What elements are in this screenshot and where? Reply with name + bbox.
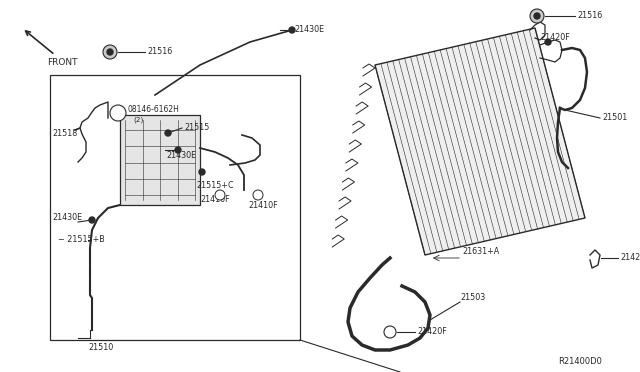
Circle shape (253, 190, 263, 200)
Text: 08146-6162H: 08146-6162H (128, 106, 180, 115)
Text: 21430E: 21430E (294, 26, 324, 35)
Bar (50, 75, 300, 340)
Text: 21430E: 21430E (52, 214, 82, 222)
Text: 21420E: 21420E (620, 253, 640, 263)
Circle shape (545, 39, 551, 45)
Circle shape (175, 147, 181, 153)
Text: 21515+C: 21515+C (196, 180, 234, 189)
Text: 21410F: 21410F (248, 201, 278, 209)
Text: R21400D0: R21400D0 (558, 357, 602, 366)
Circle shape (215, 190, 225, 200)
Text: 21631+A: 21631+A (462, 247, 499, 257)
Text: 21503: 21503 (460, 294, 485, 302)
Circle shape (107, 49, 113, 55)
Bar (120, 115, 200, 205)
Circle shape (289, 27, 295, 33)
Text: 21420F: 21420F (417, 327, 447, 337)
Text: 21420F: 21420F (540, 32, 570, 42)
Text: 21430E: 21430E (166, 151, 196, 160)
Circle shape (199, 169, 205, 175)
Text: 21518: 21518 (52, 128, 77, 138)
Circle shape (534, 13, 540, 19)
Text: 21410F: 21410F (200, 196, 230, 205)
Circle shape (384, 326, 396, 338)
Text: 21516: 21516 (147, 48, 172, 57)
Circle shape (110, 105, 126, 121)
Text: (2): (2) (133, 117, 143, 123)
Text: 21501: 21501 (602, 112, 627, 122)
Text: 21516: 21516 (577, 12, 602, 20)
Circle shape (103, 45, 117, 59)
Text: − 21515+B: − 21515+B (58, 235, 105, 244)
Text: FRONT: FRONT (47, 58, 77, 67)
Text: 21515: 21515 (184, 122, 209, 131)
Circle shape (165, 130, 171, 136)
Circle shape (530, 9, 544, 23)
Circle shape (89, 217, 95, 223)
Text: 21510: 21510 (88, 343, 113, 353)
Polygon shape (375, 28, 585, 255)
Text: B: B (115, 109, 120, 119)
